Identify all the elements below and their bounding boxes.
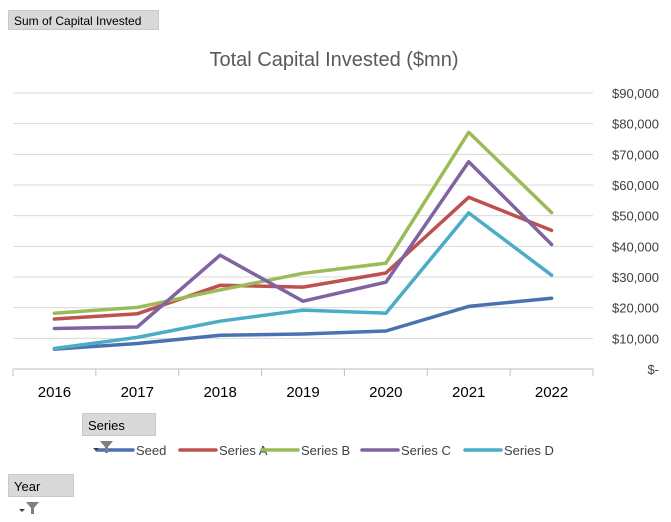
series-line-series-d <box>52 211 554 351</box>
legend: Seed Series A Series B Series C Series D <box>95 443 554 458</box>
x-tick-label: 2016 <box>38 384 71 401</box>
y-tick-label: $70,000 <box>612 147 659 162</box>
y-tick-label: $50,000 <box>612 209 659 224</box>
y-tick-label: $80,000 <box>612 117 659 132</box>
gridlines <box>13 92 593 339</box>
legend-label: Seed <box>136 443 166 458</box>
series-field-label: Series <box>88 418 125 433</box>
x-tick-label: 2020 <box>369 384 402 401</box>
chart-title: Total Capital Invested ($mn) <box>209 49 458 71</box>
series-line-series-a <box>52 195 554 321</box>
series-line-series-c <box>52 159 554 331</box>
x-tick-label: 2018 <box>203 384 236 401</box>
x-tick-label: 2021 <box>452 384 485 401</box>
y-tick-label: $90,000 <box>612 86 659 101</box>
series-field-button[interactable]: Series <box>82 413 156 454</box>
y-tick-label: $40,000 <box>612 239 659 254</box>
filter-funnel-icon[interactable] <box>18 499 40 522</box>
x-tick-labels: 2016 2017 2018 2019 2020 2021 2022 <box>38 384 569 401</box>
y-tick-label: $60,000 <box>612 178 659 193</box>
y-tick-label: $- <box>647 362 659 377</box>
value-field-label: Sum of Capital Invested <box>14 14 142 28</box>
year-field-label: Year <box>14 479 41 494</box>
x-tick-label: 2017 <box>121 384 154 401</box>
series-lines <box>52 130 554 351</box>
legend-label: Series A <box>219 443 268 458</box>
y-tick-label: $30,000 <box>612 270 659 285</box>
legend-label: Series B <box>301 443 350 458</box>
series-line-series-b <box>52 130 554 315</box>
y-tick-label: $20,000 <box>612 301 659 316</box>
y-axis: $- $10,000 $20,000 $30,000 $40,000 $50,000 $60… <box>612 86 659 377</box>
year-field-button[interactable]: Year <box>8 474 74 515</box>
y-tick-label: $10,000 <box>612 331 659 346</box>
legend-label: Series C <box>401 443 451 458</box>
x-axis <box>12 368 594 376</box>
legend-label: Series D <box>504 443 554 458</box>
series-line-seed <box>52 296 554 351</box>
line-chart: Total Capital Invested ($mn) $- $10,000 $2… <box>12 49 659 458</box>
x-tick-label: 2019 <box>286 384 319 401</box>
value-field-button[interactable]: Sum of Capital Invested <box>8 10 159 30</box>
x-tick-label: 2022 <box>535 384 568 401</box>
filter-funnel-icon[interactable] <box>92 438 114 461</box>
